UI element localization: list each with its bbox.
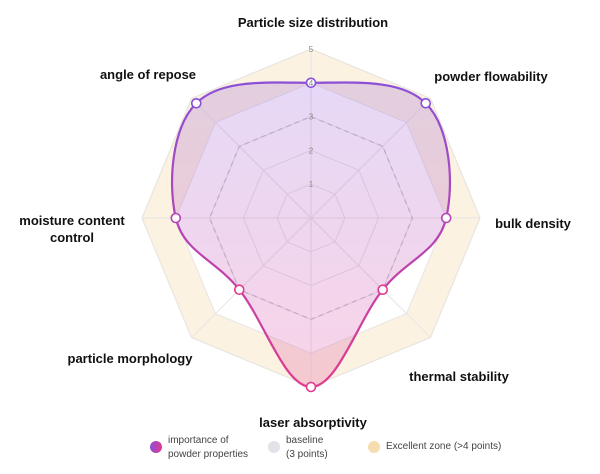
- axis-label-particle-size-distribution: Particle size distribution: [238, 15, 388, 30]
- data-point-7: [170, 212, 182, 224]
- legend-item-excellent-zone[interactable]: Excellent zone (>4 points): [368, 434, 501, 454]
- legend-label-series-line-2: powder properties: [168, 449, 249, 460]
- data-point-5: [305, 381, 317, 393]
- legend-label-baseline: baseline (3 points): [286, 434, 328, 462]
- legend-swatch-series: [150, 441, 162, 453]
- data-point-4: [377, 284, 389, 296]
- tick-label-4: 4: [309, 79, 314, 88]
- data-point-2: [420, 97, 432, 109]
- legend-label-excellent-zone: Excellent zone (>4 points): [386, 440, 501, 454]
- legend-item-series[interactable]: importance of powder properties: [150, 434, 248, 462]
- tick-labels: 1 2 3 4 5: [309, 45, 314, 189]
- data-point-1: [305, 77, 317, 89]
- tick-label-3: 3: [309, 113, 314, 122]
- legend-label-series: importance of powder properties: [168, 434, 248, 462]
- axis-label-bulk-density: bulk density: [495, 216, 572, 231]
- legend-label-excellent-zone-line-1: Excellent zone (>4 points): [386, 441, 502, 452]
- axis-label-powder-flowability: powder flowability: [434, 69, 548, 84]
- legend-swatch-excellent-zone: [368, 441, 380, 453]
- axis-label-laser-absorptivity: laser absorptivity: [259, 415, 367, 430]
- legend-swatch-baseline: [268, 441, 280, 453]
- legend-label-baseline-line-1: baseline: [286, 435, 324, 446]
- axis-label-angle-of-repose: angle of repose: [100, 67, 196, 82]
- axis-label-moisture-content-control: moisture content control: [19, 213, 125, 245]
- axis-labels: Particle size distribution powder flowabi…: [19, 15, 571, 430]
- data-point-6: [233, 284, 245, 296]
- data-point-8: [190, 97, 202, 109]
- legend: importance of powder properties baseline…: [150, 434, 570, 470]
- data-point-3: [440, 212, 452, 224]
- legend-label-series-line-1: importance of: [168, 435, 229, 446]
- legend-label-baseline-line-2: (3 points): [286, 449, 328, 460]
- tick-label-5: 5: [309, 45, 314, 54]
- tick-label-1: 1: [309, 180, 314, 189]
- series-layer: [170, 77, 452, 393]
- axis-label-thermal-stability: thermal stability: [409, 369, 509, 384]
- axis-label-particle-morphology: particle morphology: [68, 351, 194, 366]
- legend-item-baseline[interactable]: baseline (3 points): [268, 434, 328, 462]
- tick-label-2: 2: [309, 146, 314, 155]
